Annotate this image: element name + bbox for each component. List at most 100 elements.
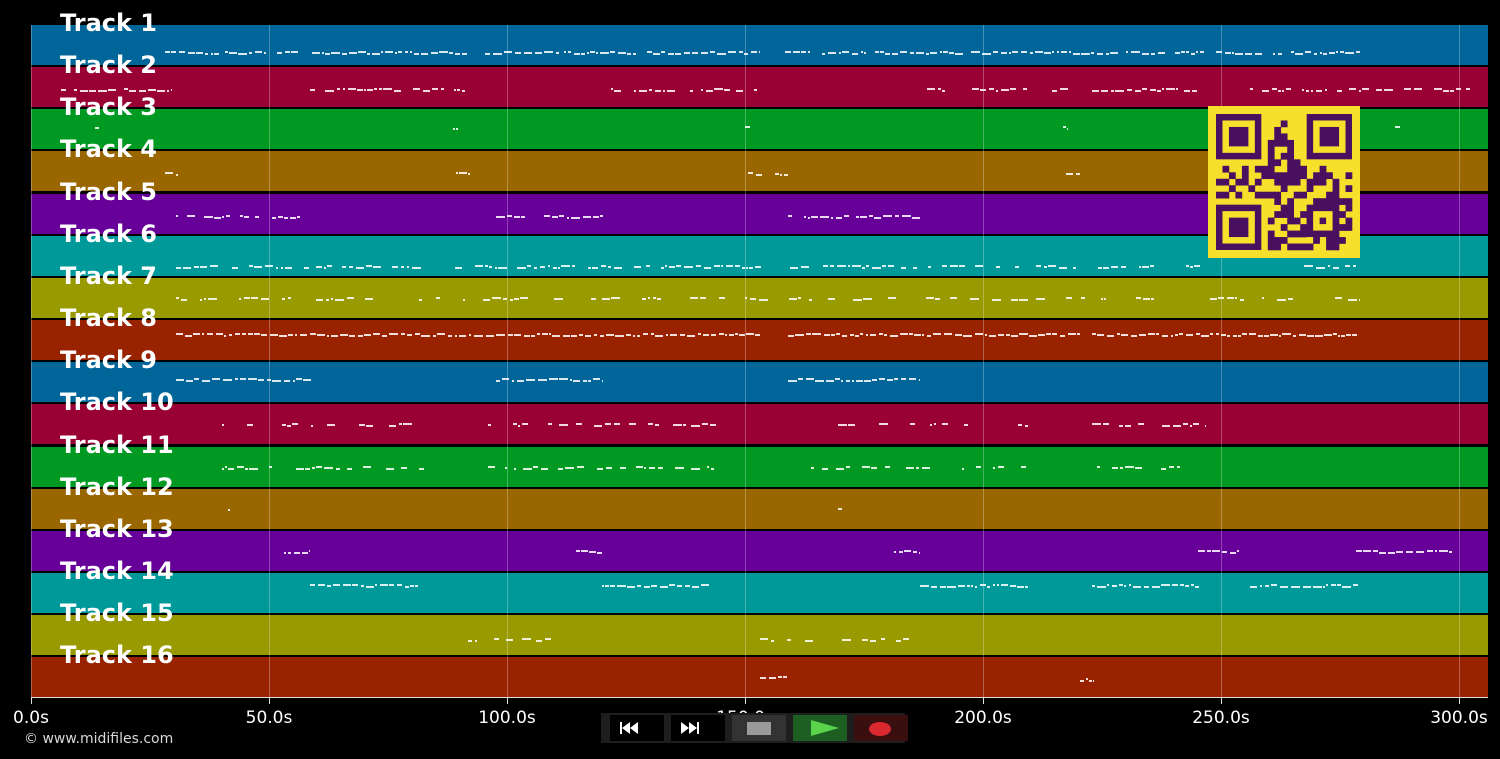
track-band[interactable] xyxy=(31,277,1488,318)
midi-note xyxy=(1359,298,1360,301)
midi-note xyxy=(675,466,684,469)
track-band[interactable] xyxy=(31,530,1488,571)
midi-note xyxy=(309,549,310,552)
midi-note xyxy=(324,266,326,269)
midi-note xyxy=(389,425,396,428)
midi-note xyxy=(1183,423,1188,426)
midi-note xyxy=(61,89,66,92)
midi-note xyxy=(331,297,333,300)
midi-note xyxy=(181,298,187,301)
midi-note xyxy=(196,52,203,54)
midi-note xyxy=(258,379,264,382)
midi-note xyxy=(1018,424,1022,427)
midi-note xyxy=(778,676,782,679)
midi-note xyxy=(462,53,467,55)
midi-note xyxy=(1019,298,1028,301)
midi-note xyxy=(1192,90,1197,93)
midi-note xyxy=(585,335,591,338)
midi-note xyxy=(826,380,834,383)
track-band[interactable] xyxy=(31,572,1488,613)
record-button[interactable] xyxy=(854,715,908,741)
piano-roll[interactable]: Track 1 Track 2 Track 3 Track 4 Track 5 Track… xyxy=(0,0,1500,700)
midi-note xyxy=(1069,51,1071,53)
midi-note xyxy=(947,585,956,588)
midi-note xyxy=(1001,583,1008,586)
rewind-button[interactable] xyxy=(610,715,664,741)
midi-note xyxy=(944,333,952,336)
midi-note xyxy=(1150,264,1154,267)
midi-note xyxy=(488,424,491,427)
midi-note xyxy=(894,550,896,553)
midi-note xyxy=(373,333,380,336)
track-band[interactable] xyxy=(31,404,1488,445)
midi-note xyxy=(593,215,599,218)
midi-note xyxy=(410,584,414,587)
midi-note xyxy=(514,467,516,470)
midi-note xyxy=(399,423,402,426)
midi-note xyxy=(1044,265,1047,268)
midi-note xyxy=(1271,583,1277,586)
midi-note xyxy=(572,264,575,267)
midi-note xyxy=(787,639,791,642)
midi-note xyxy=(222,467,224,470)
midi-note xyxy=(223,379,232,382)
track-band[interactable] xyxy=(31,67,1488,108)
track-band[interactable] xyxy=(31,362,1488,403)
midi-note xyxy=(1313,585,1322,588)
midi-note xyxy=(627,53,631,55)
midi-note xyxy=(1173,425,1181,428)
midi-note xyxy=(676,264,681,267)
midi-note xyxy=(1161,583,1170,586)
midi-note xyxy=(389,583,394,586)
midi-note xyxy=(571,335,577,338)
midi-note xyxy=(1073,266,1076,269)
midi-note xyxy=(382,335,387,338)
midi-note xyxy=(531,335,535,338)
track-band[interactable] xyxy=(31,488,1488,529)
midi-note xyxy=(375,583,377,586)
midi-note xyxy=(225,51,228,53)
midi-note xyxy=(167,90,169,93)
midi-note xyxy=(909,333,913,336)
midi-note xyxy=(691,425,700,428)
fast-forward-button[interactable] xyxy=(671,715,725,741)
midi-note xyxy=(347,296,354,299)
track-label: Track 8 xyxy=(60,304,158,333)
track-band[interactable] xyxy=(31,25,1488,65)
midi-note xyxy=(637,584,641,587)
axis-tick xyxy=(1459,698,1460,704)
midi-note xyxy=(281,266,283,269)
track-band[interactable] xyxy=(31,320,1488,361)
midi-note xyxy=(171,51,176,53)
midi-note xyxy=(214,53,219,55)
midi-note xyxy=(523,467,532,470)
midi-note xyxy=(405,51,408,53)
midi-note xyxy=(1237,549,1239,552)
track-band[interactable] xyxy=(31,615,1488,656)
midi-note xyxy=(1388,551,1395,554)
midi-note xyxy=(600,214,603,217)
midi-note xyxy=(272,216,276,219)
play-button[interactable] xyxy=(793,715,847,741)
time-axis xyxy=(31,697,1488,698)
midi-note xyxy=(311,425,313,428)
track-band[interactable] xyxy=(31,446,1488,487)
midi-note xyxy=(806,378,814,381)
midi-note xyxy=(524,335,530,338)
midi-note xyxy=(846,380,850,383)
midi-note xyxy=(364,334,371,337)
track-band[interactable] xyxy=(31,657,1488,698)
midi-note xyxy=(269,465,272,468)
midi-note xyxy=(1280,585,1288,588)
midi-note xyxy=(567,216,569,219)
midi-note xyxy=(644,466,646,469)
midi-note xyxy=(517,380,524,383)
midi-note xyxy=(1323,53,1327,55)
midi-note xyxy=(405,585,409,588)
midi-note xyxy=(552,335,560,338)
stop-button[interactable] xyxy=(732,715,786,741)
midi-note xyxy=(711,334,716,337)
midi-note xyxy=(505,466,507,469)
midi-note xyxy=(475,640,477,643)
midi-note xyxy=(648,296,650,299)
